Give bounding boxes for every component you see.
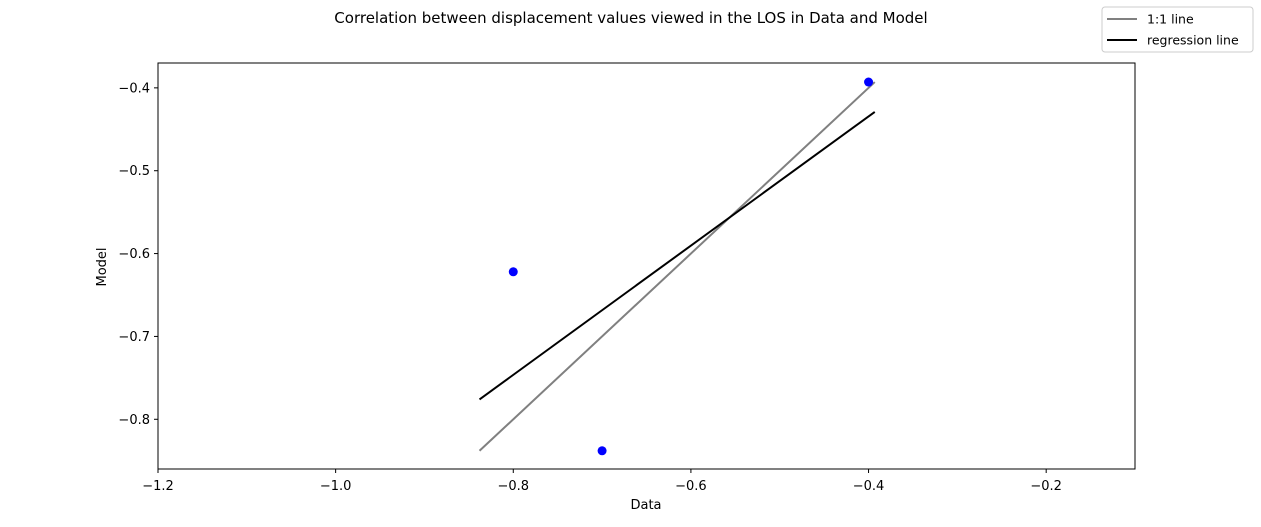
y-tick-label: −0.6 — [118, 247, 150, 262]
y-tick-label: −0.4 — [118, 81, 150, 96]
one-to-one-line — [478, 81, 876, 452]
x-tick-label: −1.0 — [320, 479, 352, 494]
x-tick-label: −0.8 — [497, 479, 529, 494]
y-tick-label: −0.8 — [118, 413, 150, 428]
legend: 1:1 line regression line — [1101, 6, 1254, 53]
legend-label-one-to-one: 1:1 line — [1147, 12, 1194, 27]
y-axis-label: Model — [95, 247, 110, 286]
legend-frame — [1101, 6, 1254, 53]
data-point — [508, 267, 518, 277]
x-tick-label: −1.2 — [142, 479, 174, 494]
x-tick-label: −0.6 — [675, 479, 707, 494]
x-tick-label: −0.4 — [853, 479, 885, 494]
y-tick-label: −0.5 — [118, 164, 150, 179]
chart-title: Correlation between displacement values … — [334, 9, 927, 27]
x-tick-label: −0.2 — [1030, 479, 1062, 494]
legend-label-regression: regression line — [1147, 33, 1239, 48]
data-point — [597, 446, 607, 456]
x-axis-label: Data — [630, 498, 661, 513]
plot-area: −1.2 −1.0 −0.8 −0.6 −0.4 −0.2 −0.8 −0.7 −0.6 −0.5… — [118, 62, 1136, 494]
y-tick-label: −0.7 — [118, 330, 150, 345]
axes-frame — [157, 62, 1136, 470]
regression-line — [478, 111, 876, 401]
data-point — [864, 77, 874, 87]
